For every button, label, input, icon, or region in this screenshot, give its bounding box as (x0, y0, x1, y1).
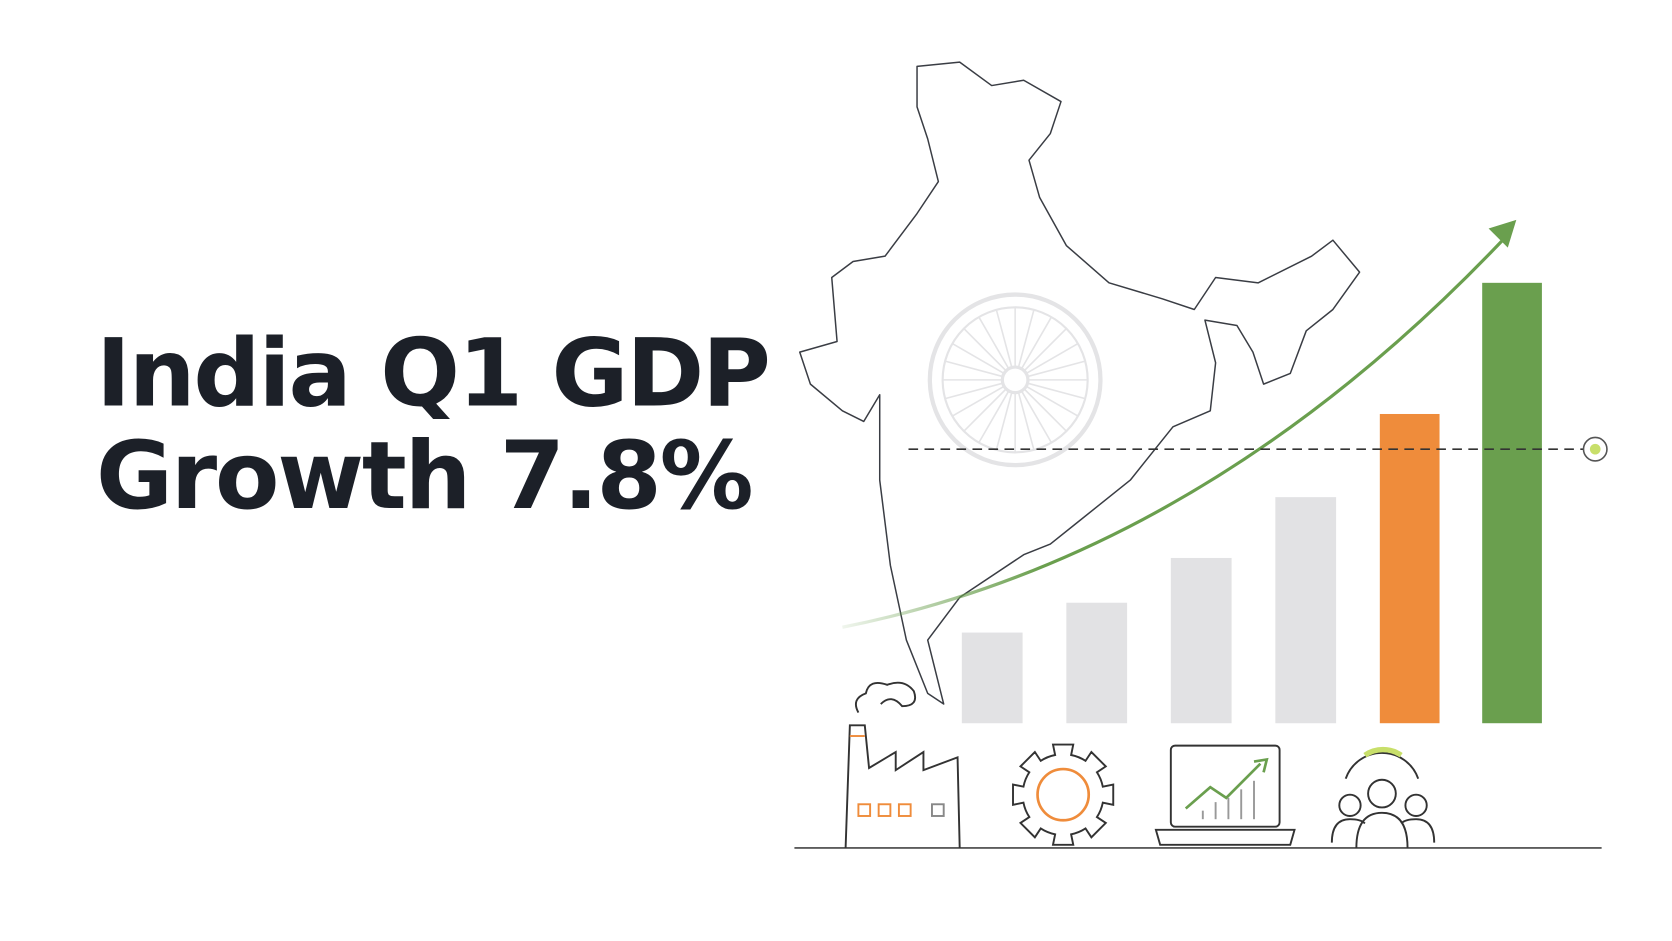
spoke (944, 382, 1003, 400)
bars (961, 282, 1542, 724)
spoke (1025, 342, 1079, 375)
people-icon (1330, 746, 1436, 848)
spoke (1027, 360, 1086, 378)
chakra (927, 292, 1103, 468)
spoke (1020, 390, 1053, 444)
spoke (951, 342, 1005, 375)
title-line: India Q1 GDP (96, 319, 769, 428)
spoke (1023, 328, 1067, 372)
arrow-head (1488, 219, 1517, 248)
spoke (978, 316, 1010, 370)
factory-icon (844, 681, 961, 849)
spoke (963, 328, 1007, 372)
title-line: Growth 7.8% (96, 422, 752, 531)
india-map (798, 61, 1361, 705)
growth-curve (842, 235, 1507, 629)
spoke (1023, 388, 1067, 432)
spoke (978, 390, 1010, 444)
gear-icon (1012, 743, 1115, 846)
spoke (995, 392, 1013, 451)
spoke (1027, 382, 1086, 400)
laptop-icon (1154, 744, 1296, 846)
spoke (1025, 385, 1079, 417)
spoke (944, 360, 1003, 378)
spoke (995, 309, 1013, 368)
spoke (1020, 316, 1053, 370)
spoke (963, 388, 1007, 432)
spoke (1017, 392, 1035, 451)
spoke (1017, 309, 1035, 368)
target-dot-center (1589, 443, 1601, 455)
spoke (951, 385, 1005, 417)
